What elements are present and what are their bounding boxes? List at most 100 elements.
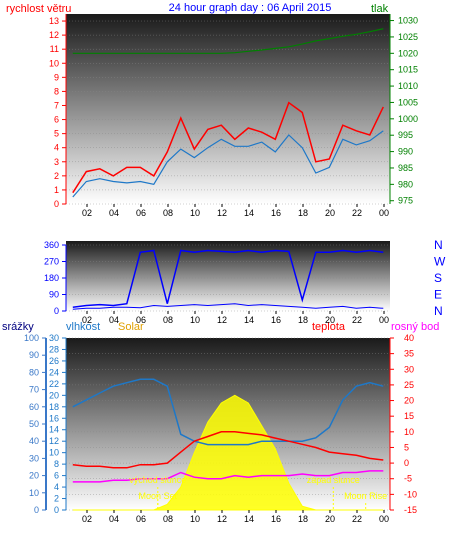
x-tick-label: 06	[136, 208, 146, 218]
temperature-axis-tick-label: 40	[404, 333, 414, 343]
temperature-axis-tick-label: -15	[404, 505, 417, 515]
humidity-axis-tick-label: 14	[49, 425, 59, 435]
x-tick-label: 22	[352, 208, 362, 218]
x-tick-label: 02	[82, 315, 92, 325]
pressure-axis-label: tlak	[371, 3, 389, 15]
event-annotation: západ slunce	[307, 475, 360, 485]
humidity-axis-tick-label: 28	[49, 344, 59, 354]
wind-axis-tick-label: 7	[54, 100, 59, 110]
compass-label: S	[434, 271, 442, 285]
x-tick-label: 18	[298, 514, 308, 524]
compass-label: E	[434, 288, 442, 302]
humidity-axis-tick-label: 18	[49, 402, 59, 412]
x-tick-label: 20	[325, 514, 335, 524]
x-tick-label: 08	[163, 315, 173, 325]
x-tick-label: 12	[217, 514, 227, 524]
temperature-axis-tick-label: 10	[404, 427, 414, 437]
x-tick-label: 08	[163, 514, 173, 524]
wind-direction-panel	[66, 241, 390, 311]
rain-axis-tick-label: 40	[29, 436, 39, 446]
pressure-axis-tick-label: 995	[398, 130, 413, 140]
wind-direction-line	[72, 249, 384, 309]
x-tick-label: 10	[190, 315, 200, 325]
x-tick-label: 06	[136, 315, 146, 325]
event-annotation: Moon Rise	[344, 491, 387, 501]
x-tick-label: 14	[244, 514, 254, 524]
temperature-axis-tick-label: 20	[404, 396, 414, 406]
humidity-axis-tick-label: 20	[49, 390, 59, 400]
x-tick-label: 22	[352, 514, 362, 524]
rain-axis-tick-label: 50	[29, 419, 39, 429]
temperature-axis-tick-label: -10	[404, 489, 417, 499]
wind-axis-tick-label: 8	[54, 86, 59, 96]
wind-gust-line	[72, 101, 384, 194]
x-tick-label: 18	[298, 208, 308, 218]
rain-axis-tick-label: 0	[34, 505, 39, 515]
humidity-axis-tick-label: 2	[54, 494, 59, 504]
humidity-axis-tick-label: 24	[49, 367, 59, 377]
x-tick-label: 16	[271, 514, 281, 524]
x-tick-label: 20	[325, 208, 335, 218]
humidity-axis-tick-label: 16	[49, 413, 59, 423]
rain-axis-label: srážky	[2, 321, 34, 333]
dewpoint-line	[72, 470, 384, 483]
x-tick-label: 20	[325, 315, 335, 325]
direction-axis-tick-label: 360	[44, 240, 59, 250]
x-tick-label: 00	[379, 208, 389, 218]
temperature-line	[72, 431, 384, 469]
rain-axis-tick-label: 60	[29, 402, 39, 412]
x-tick-label: 00	[379, 315, 389, 325]
rain-axis-tick-label: 20	[29, 471, 39, 481]
x-tick-label: 18	[298, 315, 308, 325]
wind-axis-tick-label: 11	[50, 44, 59, 54]
pressure-axis-tick-label: 1000	[398, 114, 418, 124]
humidity-axis-tick-label: 30	[49, 333, 59, 343]
pressure-axis-tick-label: 985	[398, 163, 413, 173]
wind-axis-tick-label: 12	[49, 30, 59, 40]
x-tick-label: 10	[190, 514, 200, 524]
x-tick-label: 12	[217, 208, 227, 218]
direction-axis-tick-label: 0	[54, 306, 59, 316]
wind-axis-tick-label: 9	[54, 72, 59, 82]
rain-axis-tick-label: 80	[29, 367, 39, 377]
wind-axis-tick-label: 3	[54, 157, 59, 167]
x-tick-label: 02	[82, 208, 92, 218]
x-tick-label: 14	[244, 315, 254, 325]
temperature-axis-tick-label: 25	[404, 380, 414, 390]
wind-axis-tick-label: 0	[54, 199, 59, 209]
x-tick-label: 02	[82, 514, 92, 524]
compass-label: W	[434, 255, 446, 269]
rain-axis-tick-label: 70	[29, 385, 39, 395]
pressure-axis-tick-label: 1030	[398, 16, 418, 26]
dewpoint-axis-label: rosný bod	[391, 321, 439, 333]
pressure-axis-tick-label: 990	[398, 147, 413, 157]
compass-label: N	[434, 238, 443, 252]
rain-axis-tick-label: 100	[24, 333, 39, 343]
humidity-axis-tick-label: 0	[54, 505, 59, 515]
wind-axis-tick-label: 2	[54, 171, 59, 181]
temperature-axis-tick-label: 0	[404, 458, 409, 468]
rain-axis-tick-label: 30	[29, 453, 39, 463]
pressure-axis-tick-label: 975	[398, 196, 413, 206]
x-tick-label: 12	[217, 315, 227, 325]
x-tick-label: 00	[379, 514, 389, 524]
humidity-axis-tick-label: 26	[49, 356, 59, 366]
pressure-axis-tick-label: 1005	[398, 97, 418, 107]
wind-axis-tick-label: 13	[49, 16, 59, 26]
event-annotation: Moon Set	[139, 491, 178, 501]
humidity-axis-tick-label: 4	[54, 482, 59, 492]
pressure-line	[72, 28, 384, 54]
temperature-axis-tick-label: -5	[404, 474, 412, 484]
temperature-axis-tick-label: 35	[404, 349, 414, 359]
temperature-axis-tick-label: 5	[404, 442, 409, 452]
x-tick-label: 14	[244, 208, 254, 218]
pressure-axis-tick-label: 980	[398, 179, 413, 189]
x-tick-label: 16	[271, 208, 281, 218]
x-tick-label: 06	[136, 514, 146, 524]
pressure-axis-tick-label: 1025	[398, 32, 418, 42]
wind-average-line	[72, 130, 384, 198]
graph-title: 24 hour graph day : 06 April 2015	[169, 2, 332, 14]
solar-axis-label: Solar	[118, 321, 144, 333]
